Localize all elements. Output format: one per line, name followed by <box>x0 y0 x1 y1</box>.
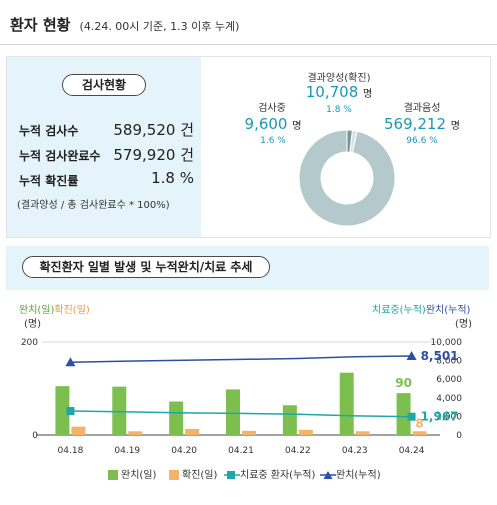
legend-label: 완치(일) <box>121 470 157 481</box>
positive-pct: 1.8 % <box>326 105 352 115</box>
line-treatment-cumulative <box>70 410 412 418</box>
label-recovered-cumulative: 8,501 <box>421 349 459 363</box>
testing-value: 9,600 명 <box>233 115 313 133</box>
bar-recovered-daily <box>55 386 70 435</box>
positive-rate-note: (결과양성 / 총 검사완료수 * 100%) <box>17 200 170 211</box>
right-axis-title-treatment: 치료중(누적) <box>372 305 426 316</box>
bar-confirmed-daily <box>242 430 256 435</box>
testing-number: 9,600 <box>244 115 288 133</box>
bar-confirmed-daily <box>71 426 86 435</box>
left-axis-title-confirmed: 확진(일) <box>54 305 90 316</box>
bar-confirmed-daily <box>185 428 200 435</box>
positive-value: 10,708 명 <box>279 83 399 101</box>
marker-recovered-cumulative <box>65 357 76 367</box>
header-divider <box>0 44 497 45</box>
legend-item-treatment-cumulative: 치료중 환자(누적) <box>224 466 315 481</box>
bar-recovered-daily <box>339 372 354 435</box>
line-recovered-cumulative <box>70 355 412 363</box>
page-title: 환자 현황 <box>10 16 71 34</box>
page-subtitle: (4.24. 00시 기준, 1.3 이후 누계) <box>79 20 240 33</box>
legend-swatch-bar <box>169 470 179 480</box>
positive-number: 10,708 <box>305 83 359 101</box>
stat-label: 누적 검사수 <box>19 124 79 138</box>
bar-recovered-daily <box>282 405 297 435</box>
label-treatment-cumulative: 1,967 <box>421 410 459 424</box>
testing-pct: 1.6 % <box>260 136 286 146</box>
x-tick-label: 04.19 <box>114 446 140 456</box>
stat-value: 589,520 건 <box>113 121 194 139</box>
negative-number: 569,212 <box>383 115 447 133</box>
trend-chart-area <box>6 290 489 496</box>
legend-label: 치료중 환자(누적) <box>240 470 316 481</box>
x-tick-label: 04.18 <box>58 446 84 456</box>
bar-recovered-daily <box>112 386 127 435</box>
label-recovered-daily: 90 <box>395 376 412 390</box>
bar-recovered-daily <box>226 389 240 435</box>
legend-label: 완치(누적) <box>336 470 381 481</box>
bar-confirmed-daily <box>128 431 143 435</box>
label-confirmed-daily: 8 <box>415 416 423 430</box>
positive-unit: 명 <box>363 89 373 100</box>
bar-confirmed-daily <box>298 429 313 435</box>
test-status-summary: 검사현황 누적 검사수 589,520 건 누적 검사완료수 579,920 건… <box>7 57 201 237</box>
legend-swatch-line <box>224 471 240 479</box>
donut-slice-negative <box>298 129 396 227</box>
left-axis-title-recovered: 완치(일) <box>19 305 55 316</box>
left-tick-label: 200 <box>21 338 38 348</box>
test-status-panel: 검사현황 누적 검사수 589,520 건 누적 검사완료수 579,920 건… <box>6 56 491 238</box>
stat-value: 579,920 건 <box>113 146 194 164</box>
bar-confirmed-daily <box>412 431 427 435</box>
left-tick-label: 0 <box>32 431 38 441</box>
stat-label: 누적 확진률 <box>19 174 79 188</box>
left-axis-title: 완치(일)확진(일) <box>19 301 90 316</box>
marker-recovered-cumulative <box>406 350 417 360</box>
x-tick-label: 04.23 <box>342 446 368 456</box>
right-tick-label: 6,000 <box>436 375 462 385</box>
legend-item-recovered-daily: 완치(일) <box>108 466 156 481</box>
bar-recovered-daily <box>169 401 184 435</box>
x-tick-label: 04.20 <box>171 446 197 456</box>
right-tick-label: 0 <box>456 431 462 441</box>
marker-treatment-cumulative <box>407 412 416 421</box>
trend-title: 확진환자 일별 발생 및 누적완치/치료 추세 <box>22 256 270 278</box>
stat-value: 1.8 % <box>151 169 194 187</box>
x-tick-label: 04.24 <box>399 446 425 456</box>
right-axis-title: 치료중(누적)완치(누적) <box>372 301 470 316</box>
marker-treatment-cumulative <box>66 407 75 416</box>
testing-unit: 명 <box>292 121 302 132</box>
right-tick-label: 8,000 <box>436 357 462 367</box>
chart-legend: 완치(일) 확진(일) 치료중 환자(누적) 완치(누적) <box>0 466 497 481</box>
legend-swatch-bar <box>108 470 118 480</box>
page-header: 환자 현황 (4.24. 00시 기준, 1.3 이후 누계) <box>10 14 239 35</box>
right-tick-label: 4,000 <box>436 394 462 404</box>
negative-label: 결과음성 <box>403 103 441 114</box>
bar-confirmed-daily <box>355 431 370 435</box>
legend-item-recovered-cumulative: 완치(누적) <box>320 466 381 481</box>
bar-recovered-daily <box>396 393 411 435</box>
left-axis-unit: (명) <box>24 319 42 330</box>
right-axis-unit: (명) <box>455 319 473 330</box>
positive-label: 결과양성(확진) <box>307 73 371 84</box>
testing-label: 검사중 <box>258 103 286 114</box>
right-axis-title-recovered: 완치(누적) <box>425 305 471 316</box>
test-result-donut <box>298 129 396 227</box>
right-tick-label: 10,000 <box>431 338 463 348</box>
negative-pct: 96.6 % <box>406 136 438 146</box>
test-status-title: 검사현황 <box>62 74 146 96</box>
x-tick-label: 04.22 <box>285 446 311 456</box>
legend-label: 확진(일) <box>182 470 218 481</box>
x-tick-label: 04.21 <box>228 446 254 456</box>
negative-unit: 명 <box>450 121 460 132</box>
stat-label: 누적 검사완료수 <box>19 149 101 163</box>
legend-swatch-line <box>320 471 336 479</box>
legend-item-confirmed-daily: 확진(일) <box>169 466 217 481</box>
negative-value: 569,212 명 <box>372 115 472 133</box>
right-tick-label: 2,000 <box>436 412 462 422</box>
